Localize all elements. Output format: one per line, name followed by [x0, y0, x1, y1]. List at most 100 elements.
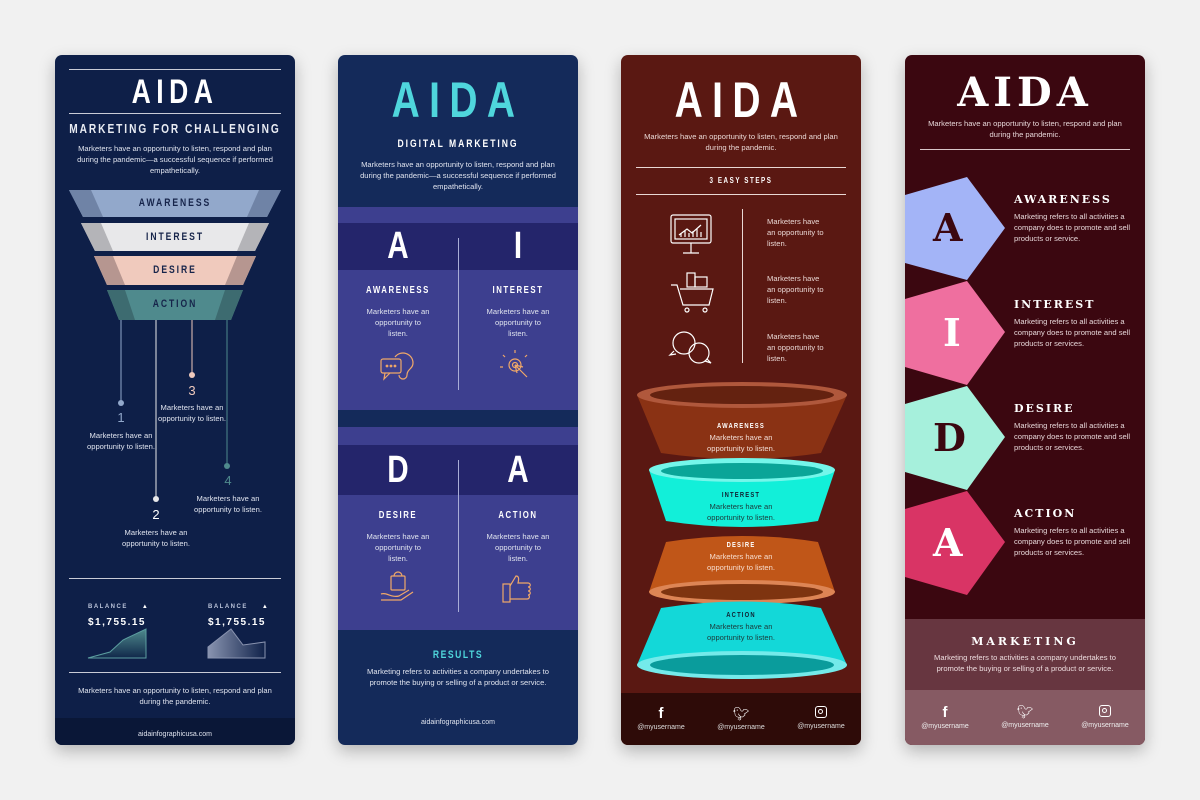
cell-text: Marketers have an opportunity to listen.	[486, 532, 550, 563]
chat-ear-icon	[380, 352, 414, 381]
twitter-icon: 🐦︎	[1016, 704, 1034, 719]
infographic-cones: AIDA Marketers have an opportunity to li…	[621, 55, 861, 745]
social-twitter[interactable]: 🐦︎ @myusername	[717, 706, 765, 733]
caret-up-icon: ▲	[141, 604, 148, 610]
cone-label: INTEREST	[721, 490, 761, 499]
step-text: Marketers have an opportunity to listen.	[158, 403, 226, 423]
cone-interest: INTEREST Marketers have an opportunity to…	[621, 490, 861, 523]
cell-letter: I	[513, 225, 523, 267]
twitter-icon: 🐦︎	[732, 705, 750, 721]
marketing-box: MARKETING Marketing refers to activities…	[905, 619, 1145, 690]
social-handle: @myusername	[797, 723, 845, 730]
subtitle: DIGITAL MARKETING	[397, 138, 519, 150]
letter-a: A	[933, 520, 963, 565]
intro: Marketers have an opportunity to listen,…	[360, 160, 556, 191]
item-label: ACTION	[1014, 507, 1077, 520]
facebook-icon: f	[942, 703, 948, 721]
title: AIDA	[131, 73, 219, 111]
cell-awareness: A AWARENESS Marketers have an opportunit…	[338, 223, 458, 392]
social-handle: @myusername	[1001, 722, 1049, 729]
funnel-desire: DESIRE	[153, 264, 197, 276]
cell-label: INTEREST	[492, 285, 544, 296]
letter-d: D	[933, 415, 966, 460]
item-awareness: AWARENESS Marketing refers to all activit…	[1014, 193, 1136, 244]
shopping-cart-icon	[671, 272, 714, 313]
cone-label: AWARENESS	[717, 421, 765, 430]
title: AIDA	[674, 72, 808, 128]
cell-label: DESIRE	[378, 510, 418, 521]
cone-text: Marketers have an opportunity to listen.	[707, 622, 775, 642]
balance-2: BALANCE ▲ $1,755.15	[208, 595, 268, 628]
cell-desire: D DESIRE Marketers have an opportunity t…	[338, 445, 458, 613]
social-handle: @myusername	[717, 723, 765, 731]
social-instagram[interactable]: @myusername	[1081, 704, 1129, 731]
step-text: Marketers have an opportunity to listen.	[767, 274, 824, 305]
social-bar: f @myusername 🐦︎ @myusername @myusername	[905, 690, 1145, 745]
balance-1: BALANCE ▲ $1,755.15	[88, 595, 148, 628]
social-facebook[interactable]: f @myusername	[921, 704, 969, 732]
shopping-bag-hand-icon	[380, 571, 414, 601]
cell-interest: I INTEREST Marketers have an opportunity…	[458, 223, 578, 392]
cell-text: Marketers have an opportunity to listen.	[366, 307, 430, 338]
cone-desire: DESIRE Marketers have an opportunity to l…	[621, 540, 861, 573]
footer-bar: aidainfographicusa.com	[55, 718, 295, 745]
item-label: DESIRE	[1014, 402, 1075, 415]
intro: Marketers have an opportunity to listen,…	[928, 119, 1122, 139]
letter-i: I	[943, 310, 961, 355]
funnel-awareness: AWARENESS	[138, 197, 212, 209]
social-twitter[interactable]: 🐦︎ @myusername	[1001, 704, 1049, 731]
cone-text: Marketers have an opportunity to listen.	[707, 502, 775, 522]
step-number: 4	[224, 473, 232, 488]
title: AIDA	[957, 69, 1093, 116]
cell-letter: D	[387, 449, 409, 491]
intro: Marketers have an opportunity to listen,…	[644, 132, 838, 152]
balance-value: $1,755.15	[88, 617, 146, 628]
cone-label: ACTION	[726, 610, 756, 619]
cone-text: Marketers have an opportunity to listen.	[707, 433, 775, 453]
step-2: 2 Marketers have an opportunity to liste…	[121, 507, 191, 549]
item-label: INTEREST	[1014, 298, 1096, 311]
funnel-action: ACTION	[152, 298, 198, 310]
social-handle: @myusername	[1081, 721, 1129, 729]
balance-label: BALANCE	[88, 604, 128, 610]
website-link[interactable]: aidainfographicusa.com	[138, 731, 212, 738]
letter-a: A	[933, 205, 963, 250]
footer-text: Marketers have an opportunity to listen,…	[78, 686, 272, 706]
step-number: 2	[152, 507, 160, 522]
steps-icons	[668, 214, 714, 364]
marketing-text: Marketing refers to activities a company…	[934, 653, 1116, 673]
cones-graphic	[637, 382, 847, 679]
social-bar: f @myusername 🐦︎ @myusername @myusername	[621, 693, 861, 745]
cone-label: DESIRE	[726, 540, 756, 549]
footer-bar: aidainfographicusa.com	[338, 707, 578, 745]
title: AIDA	[391, 72, 525, 128]
step-text: Marketers have an opportunity to listen.	[767, 217, 824, 248]
item-text: Marketing refers to all activities a com…	[1014, 526, 1131, 557]
intro: Marketers have an opportunity to listen,…	[77, 144, 273, 175]
item-desire: DESIRE Marketing refers to all activities…	[1014, 402, 1136, 453]
cell-letter: A	[387, 225, 409, 267]
results-title: RESULTS	[432, 649, 484, 661]
results-text: Marketing refers to activities a company…	[367, 667, 549, 687]
step-number: 1	[117, 410, 125, 425]
step-text: Marketers have an opportunity to listen.	[767, 332, 824, 363]
step-1: 1 Marketers have an opportunity to liste…	[86, 410, 156, 452]
social-facebook[interactable]: f @myusername	[637, 705, 685, 733]
balance-value: $1,755.15	[208, 617, 266, 628]
step-text: Marketers have an opportunity to listen.	[122, 528, 190, 548]
step-number: 3	[188, 383, 196, 398]
website-link[interactable]: aidainfographicusa.com	[421, 719, 495, 726]
monitor-chart-icon	[670, 214, 712, 254]
item-text: Marketing refers to all activities a com…	[1014, 421, 1131, 452]
chat-bubbles-icon	[668, 331, 712, 364]
social-handle: @myusername	[637, 724, 685, 731]
cell-label: AWARENESS	[366, 285, 430, 296]
balance-label: BALANCE	[208, 604, 248, 610]
social-instagram[interactable]: @myusername	[797, 706, 845, 732]
cone-awareness: AWARENESS Marketers have an opportunity t…	[621, 421, 861, 454]
step-text: Marketers have an opportunity to listen.	[87, 431, 155, 451]
infographic-navy-funnel: AIDA MARKETING FOR CHALLENGING Marketers…	[55, 55, 295, 745]
cell-text: Marketers have an opportunity to listen.	[366, 532, 430, 563]
pentagons	[905, 177, 1005, 595]
social-handle: @myusername	[921, 722, 969, 730]
